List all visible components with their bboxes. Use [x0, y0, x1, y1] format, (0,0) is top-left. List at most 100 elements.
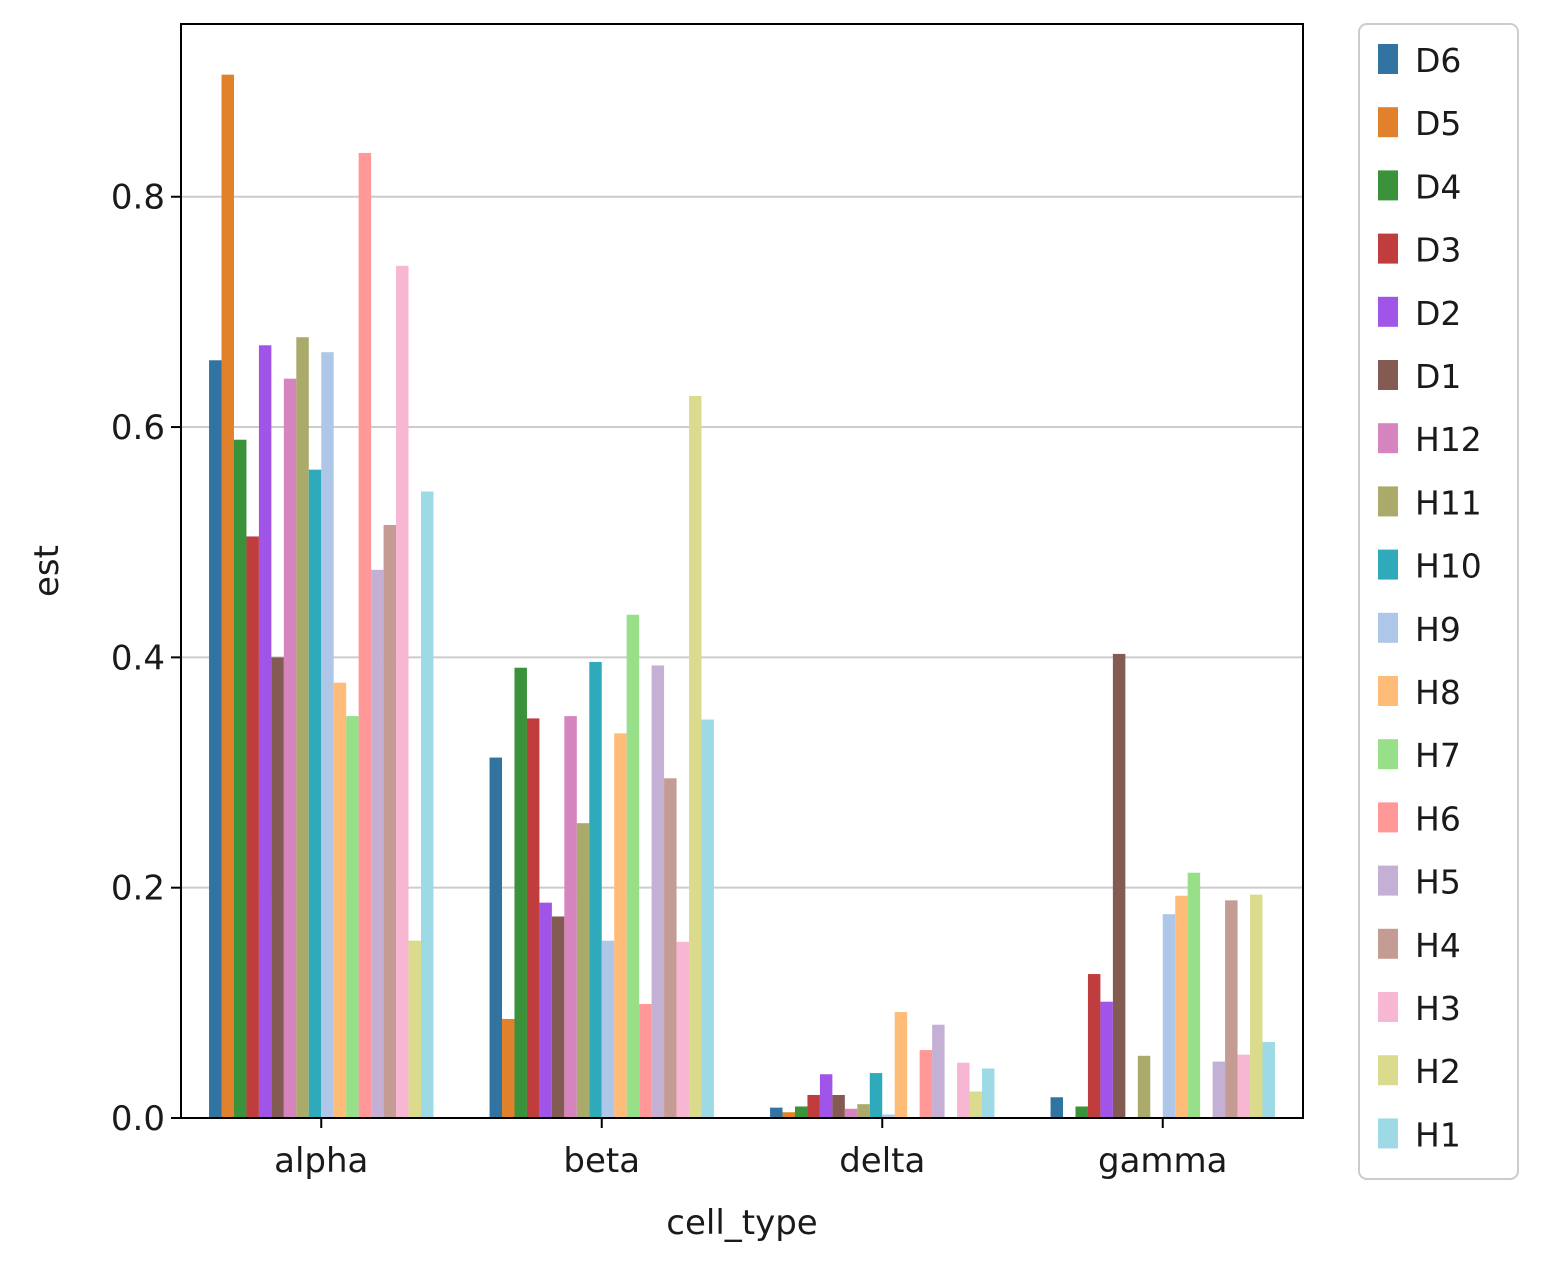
bar-delta-h5	[932, 1024, 945, 1118]
bar-delta-h11	[857, 1104, 870, 1118]
legend-swatch-h12	[1378, 423, 1398, 454]
legend-label-d5: D5	[1415, 104, 1461, 143]
legend-swatch-h6	[1378, 802, 1398, 833]
bar-beta-h11	[576, 823, 590, 1118]
x-tick-label: alpha	[274, 1141, 368, 1181]
bar-delta-d2	[819, 1074, 833, 1118]
bar-gamma-d3	[1087, 974, 1101, 1118]
bar-alpha-h8	[333, 682, 347, 1118]
plot-frame	[180, 23, 1304, 1119]
bar-beta-h8	[614, 733, 627, 1118]
legend-swatch-h7	[1378, 739, 1398, 770]
legend-swatch-h1	[1378, 1118, 1398, 1149]
legend-swatch-h10	[1378, 549, 1398, 580]
legend-label-h7: H7	[1415, 736, 1461, 775]
legend-label-d4: D4	[1415, 167, 1461, 206]
bar-beta-h10	[589, 661, 602, 1118]
legend-swatch-d5	[1378, 107, 1398, 138]
legend-swatch-d3	[1378, 233, 1398, 264]
y-tick-label: 0.4	[111, 638, 165, 678]
bar-gamma-h11	[1137, 1055, 1151, 1118]
axis-ticks: 0.0 0.2 0.4 0.6 0.8 alpha beta delta gamma	[111, 178, 1228, 1181]
bar-alpha-h2	[408, 940, 421, 1118]
legend-label-h3: H3	[1415, 989, 1461, 1028]
bar-delta-h12	[844, 1108, 858, 1118]
x-tick-label: delta	[839, 1141, 925, 1181]
legend-label-d1: D1	[1415, 357, 1461, 396]
bar-gamma-d4	[1075, 1106, 1088, 1118]
bar-beta-d5	[502, 1018, 515, 1118]
bar-gamma-h7	[1187, 872, 1201, 1118]
bar-beta-d4	[514, 667, 527, 1118]
bar-gamma-h5	[1212, 1061, 1226, 1118]
bar-beta-d3	[526, 718, 540, 1118]
bar-beta-h2	[689, 395, 702, 1119]
bar-delta-h10	[869, 1073, 883, 1118]
legend-swatch-d1	[1378, 360, 1398, 390]
bar-alpha-h12	[283, 378, 297, 1119]
bar-beta-h6	[639, 1003, 652, 1118]
bar-delta-d5	[782, 1112, 795, 1118]
bar-beta-d1	[551, 916, 565, 1118]
legend-swatch-h9	[1378, 612, 1398, 643]
legend-swatch-d4	[1378, 170, 1398, 201]
legend-label-h2: H2	[1415, 1052, 1461, 1091]
legend-label-h1: H1	[1415, 1115, 1461, 1154]
bar-beta-h3	[676, 941, 690, 1118]
bar-delta-h2	[969, 1091, 982, 1118]
bar-beta-d6	[489, 757, 503, 1118]
x-tick-label: beta	[563, 1141, 640, 1181]
legend-swatch-h4	[1378, 928, 1398, 959]
bar-alpha-d1	[271, 657, 284, 1118]
bar-delta-d6	[770, 1107, 783, 1118]
bar-beta-h5	[651, 665, 665, 1118]
y-axis-label: est	[27, 545, 67, 597]
legend-label-d3: D3	[1415, 231, 1461, 270]
bar-delta-h3	[957, 1062, 970, 1118]
bar-alpha-h10	[308, 469, 322, 1119]
bar-beta-h12	[564, 716, 577, 1118]
legend-label-h4: H4	[1415, 926, 1461, 965]
bar-beta-h9	[601, 940, 615, 1118]
bar-alpha-h11	[296, 337, 309, 1118]
bar-gamma-d6	[1050, 1097, 1064, 1118]
bar-alpha-d4	[233, 439, 247, 1119]
bar-gamma-d1	[1112, 653, 1126, 1118]
legend-swatch-h2	[1378, 1055, 1398, 1086]
bar-alpha-h7	[346, 716, 359, 1118]
legend: D6 D5 D4 D3 D2 D1 H12 H11 H10 H9 H8 H7 H6 H5 H4 H3 H2 H1	[1358, 23, 1519, 1180]
legend-swatch-d2	[1378, 296, 1398, 327]
bar-delta-d4	[794, 1106, 808, 1118]
bar-alpha-d2	[258, 345, 272, 1118]
y-tick-label: 0.6	[111, 408, 165, 448]
legend-label-d2: D2	[1415, 294, 1461, 333]
bar-alpha-h4	[383, 524, 397, 1118]
bar-gamma-h4	[1225, 900, 1238, 1118]
legend-label-h10: H10	[1415, 547, 1482, 586]
legend-label-h9: H9	[1415, 610, 1461, 649]
bar-delta-h9	[882, 1114, 895, 1118]
legend-label-d6: D6	[1415, 41, 1461, 80]
bar-alpha-h1	[420, 491, 434, 1119]
bar-gamma-h8	[1175, 895, 1188, 1118]
bar-gamma-d2	[1100, 1001, 1113, 1118]
bar-gamma-h9	[1162, 914, 1176, 1118]
legend-frame	[1358, 23, 1519, 1180]
legend-label-h12: H12	[1415, 420, 1482, 459]
bar-delta-d3	[807, 1094, 820, 1118]
bar-beta-d2	[539, 902, 552, 1118]
bar-delta-h8	[894, 1012, 908, 1118]
bar-alpha-h3	[396, 265, 409, 1119]
legend-label-h8: H8	[1415, 673, 1461, 712]
bar-delta-h6	[919, 1050, 933, 1118]
bar-gamma-h1	[1262, 1041, 1275, 1118]
bar-alpha-h9	[321, 352, 334, 1118]
bar-beta-h4	[664, 778, 677, 1118]
legend-swatch-h3	[1378, 992, 1398, 1022]
bar-alpha-d6	[209, 360, 222, 1118]
bars	[209, 74, 1275, 1119]
legend-swatch-h8	[1378, 676, 1398, 706]
y-tick-label: 0.8	[111, 178, 165, 218]
legend-label-h11: H11	[1415, 483, 1482, 522]
